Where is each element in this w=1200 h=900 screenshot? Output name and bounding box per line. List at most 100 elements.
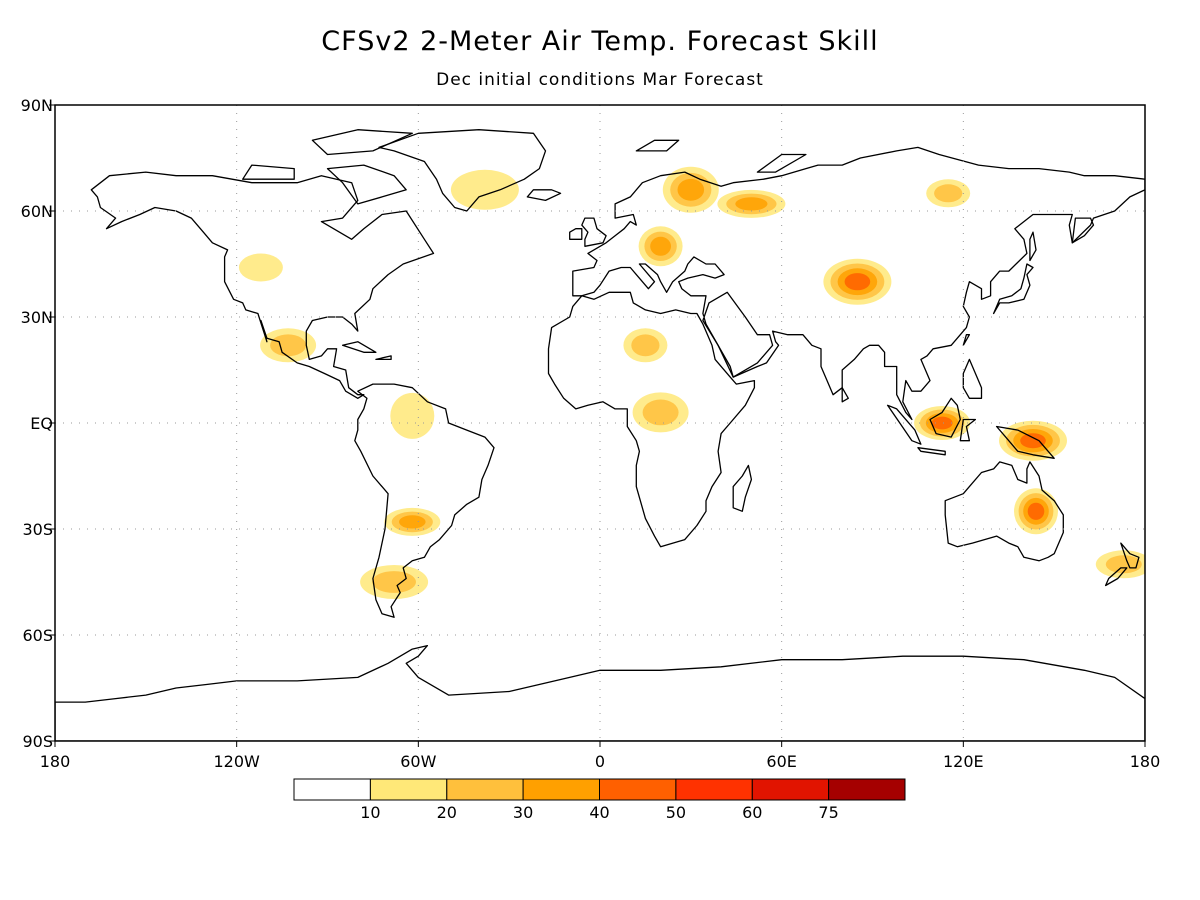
skill-blob-12-level-4 [844,273,871,291]
land-philippines [963,359,982,399]
skill-blob-5-level-3 [399,515,426,529]
coast-japan [992,263,1034,315]
lat-label-5: 60S [22,626,53,645]
lat-label-0: 90N [21,96,53,115]
coast-greenland [378,129,547,212]
colorbar-swatch-7 [828,778,906,801]
coast-iceland [526,189,562,202]
land-novaya-zemlya [757,154,806,173]
colorbar-label-2: 30 [513,803,533,822]
coast-eurasia [572,146,1145,421]
land-kamchatka-edge [1072,218,1094,243]
land-cuba [342,341,376,353]
skill-blob-14-level-4 [931,416,953,430]
land-australia [945,461,1064,561]
land-sakhalin [1029,232,1036,261]
land-iceland [527,189,561,201]
coast-borneo [929,397,961,438]
skill-blob-11-level-2 [642,399,679,426]
land-baffin [327,165,407,204]
skill-blob-16-level-4 [1027,502,1045,520]
lat-label-3: EQ [30,414,53,433]
skill-blob-2-level-2 [270,334,307,357]
land-ireland [569,228,582,240]
coast-africa [547,291,756,548]
land-arabian-gulf-fill [702,292,773,378]
skill-blob-6-level-2 [372,571,416,593]
skill-blob-15-level-4 [1020,433,1046,449]
lat-label-4: 30S [22,520,53,539]
colorbar-label-6: 75 [818,803,838,822]
lon-label-6: 180 [1130,752,1161,771]
colorbar-swatch-4 [599,778,677,801]
coast-java [917,447,946,456]
skill-blob-13-level-2 [934,184,963,203]
colorbar-swatch-2 [446,778,524,801]
coast-uk [581,217,607,247]
coast-victoria-isl [242,164,295,180]
land-sumatra [887,405,921,445]
colorbar-label-1: 20 [437,803,457,822]
coast-north-america [90,171,435,399]
coast-baffin [326,164,407,205]
coast-novaya-zemlya [756,153,807,173]
colorbar-label-0: 10 [360,803,380,822]
coast-taiwan [962,334,971,346]
land-south-america [354,384,494,618]
longitude-labels: 180 120W 60W 0 60E 120E 180 [40,741,1161,771]
coast-sulawesi [959,418,977,442]
coast-new-guinea [995,425,1055,459]
lat-label-6: 90S [22,732,53,751]
coast-south-america [354,383,495,618]
skill-blob-8-level-3 [677,178,705,201]
lon-label-4: 60E [766,752,796,771]
land-victoria-isl [242,165,295,180]
land-north-america [91,172,434,399]
lat-label-1: 60N [21,202,53,221]
coast-ireland [569,228,583,240]
coast-sumatra [886,404,922,445]
skill-blob-1-level-1 [238,253,283,282]
colorbar: 10 20 30 40 50 60 75 [293,778,906,822]
lon-label-5: 120E [943,752,984,771]
coast-australia [944,461,1064,562]
colorbar-swatch-0 [293,778,371,801]
skill-shading [238,166,1145,599]
land-madagascar [733,465,752,512]
colorbar-swatch-1 [369,778,448,801]
skill-blob-9-level-3 [735,197,768,211]
coast-ellesmere [311,129,413,156]
coast-cuba [341,341,377,353]
coast-sakhalin [1029,231,1037,262]
coast-philippines [962,358,983,399]
land-svalbard [636,140,679,151]
land-uk [581,218,607,247]
skill-blob-7-level-3 [650,236,671,256]
coast-antarctica [55,644,1145,741]
lon-label-2: 60W [400,752,436,771]
coast-madagascar [732,464,753,512]
gridlines [55,105,1145,741]
map-title: CFSv2 2-Meter Air Temp. Forecast Skill [321,26,879,57]
lon-label-3: 0 [595,752,605,771]
skill-blob-17-level-2 [1105,555,1142,574]
skill-blob-3-level-1 [450,169,519,210]
coast-nz-south [1104,567,1128,587]
colorbar-swatch-6 [751,778,830,801]
land-japan [993,264,1033,314]
colorbar-swatch-3 [522,778,600,801]
latitude-labels: 90N 60N 30N EQ 30S 60S 90S [21,96,55,751]
coast-hispaniola [375,355,392,361]
colorbar-label-4: 50 [666,803,686,822]
skill-blob-10-level-2 [631,334,660,357]
lat-label-2: 30N [21,308,53,327]
lon-label-1: 120W [213,752,260,771]
coastlines [55,129,1145,741]
coast-sri-lanka [841,387,849,403]
coast-arabian-gulf-fill [702,291,774,378]
land-greenland [379,129,546,211]
colorbar-label-3: 40 [589,803,609,822]
coast-nz-north [1120,542,1140,569]
land-ellesmere [312,129,413,155]
